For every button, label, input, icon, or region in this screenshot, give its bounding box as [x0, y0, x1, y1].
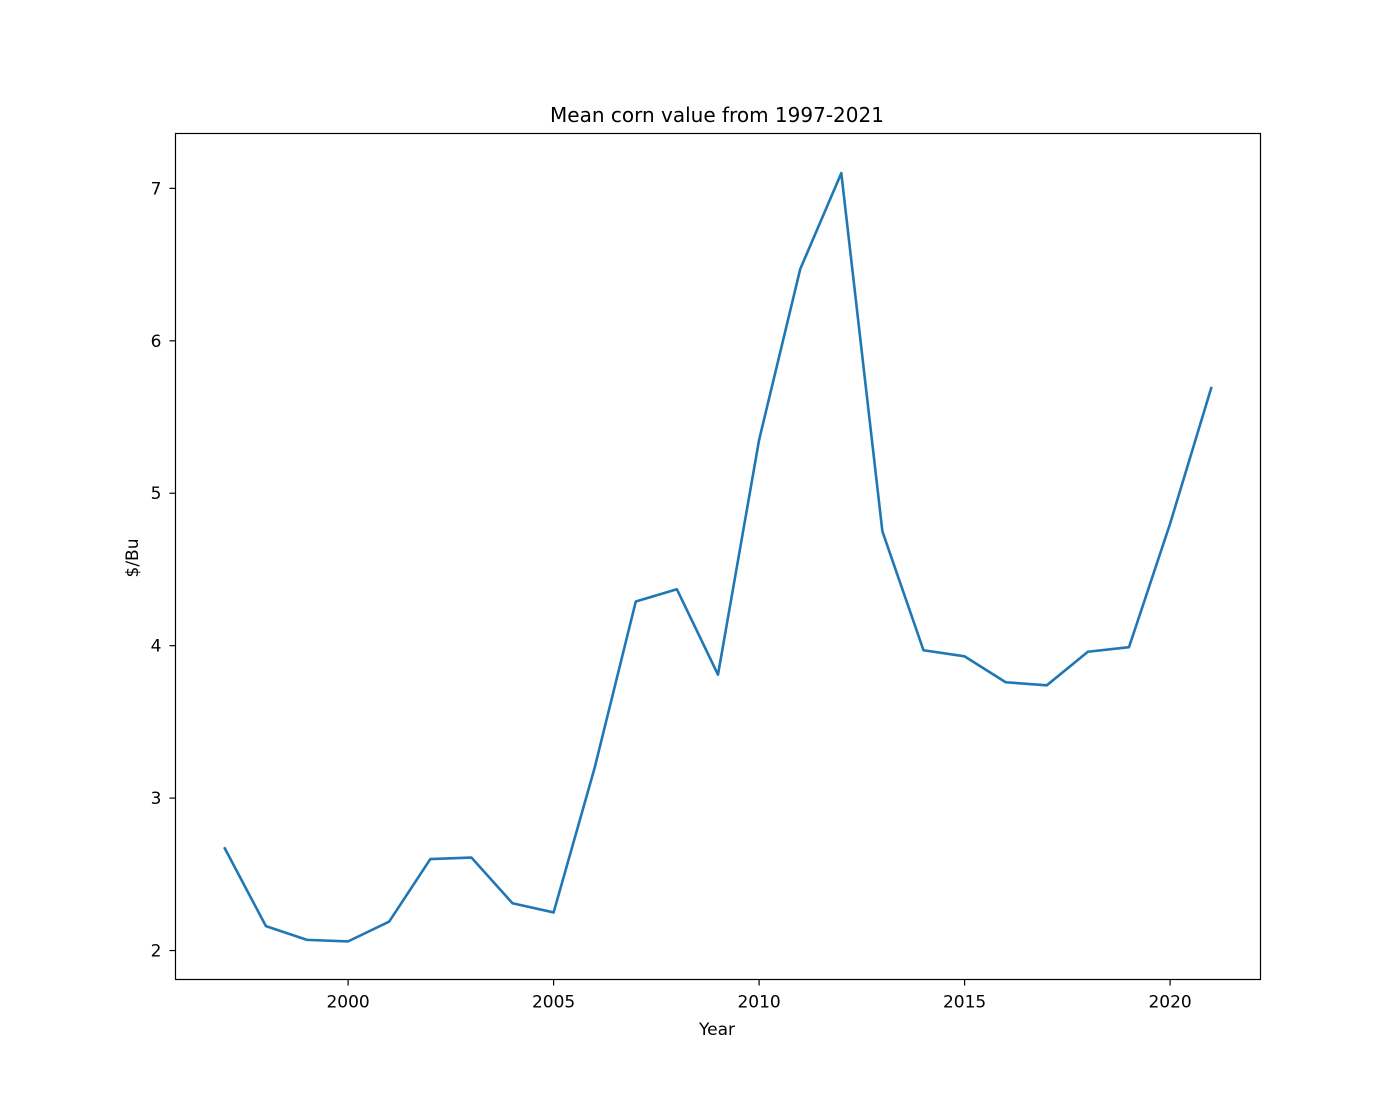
- y-axis-label: $/Bu: [123, 539, 143, 578]
- plot-frame: [174, 132, 1262, 981]
- series-line: [223, 171, 1213, 943]
- x-tick-label: 2020: [1148, 993, 1191, 1013]
- y-tick-label: 4: [151, 637, 162, 657]
- y-axis: 2 3 4 5 6 7: [151, 179, 176, 962]
- x-axis: 2000 2005 2010 2015 2020: [326, 979, 1192, 1013]
- x-tick-label: 2015: [943, 993, 986, 1013]
- x-tick-label: 2000: [326, 993, 369, 1013]
- y-tick-label: 2: [151, 942, 162, 962]
- y-tick-label: 5: [151, 484, 162, 504]
- y-tick-label: 7: [151, 179, 162, 199]
- y-tick-label: 6: [151, 332, 162, 352]
- chart-title: Mean corn value from 1997-2021: [550, 103, 884, 127]
- plot-area: [223, 171, 1213, 943]
- x-axis-label: Year: [698, 1020, 735, 1040]
- y-tick-label: 3: [151, 789, 162, 809]
- x-tick-label: 2010: [737, 993, 780, 1013]
- x-tick-label: 2005: [532, 993, 575, 1013]
